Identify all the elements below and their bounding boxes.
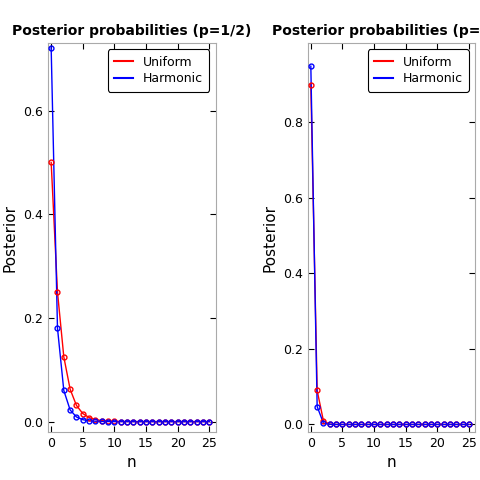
Title: Posterior probabilities (p=1/2): Posterior probabilities (p=1/2) — [12, 24, 252, 38]
Legend: Uniform, Harmonic: Uniform, Harmonic — [108, 49, 209, 92]
Title: Posterior probabilities (p=0.9): Posterior probabilities (p=0.9) — [272, 24, 480, 38]
Legend: Uniform, Harmonic: Uniform, Harmonic — [368, 49, 469, 92]
X-axis label: n: n — [127, 456, 137, 470]
Y-axis label: Posterior: Posterior — [2, 204, 18, 272]
X-axis label: n: n — [386, 456, 396, 470]
Y-axis label: Posterior: Posterior — [262, 204, 277, 272]
